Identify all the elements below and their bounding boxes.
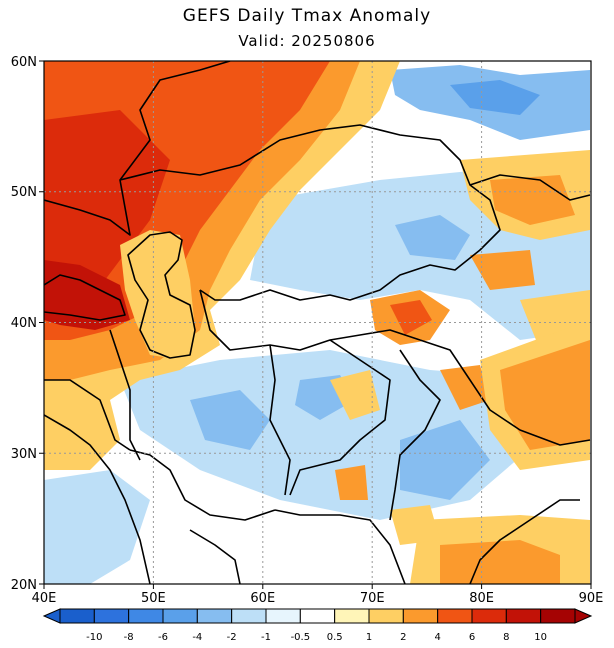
iraq-border [44,379,131,451]
map-title: GEFS Daily Tmax Anomaly [182,6,432,26]
colorbar-cell [505,608,542,624]
colorbar-label: 2 [400,632,406,643]
warm-anomaly-region [330,370,380,420]
lon-label: 80E [469,591,494,606]
pak-india-border [389,349,441,521]
colorbar-label: -8 [124,632,134,643]
mongolia-border [469,174,591,201]
cool-anomaly-region [190,390,270,450]
colorbar-label: -6 [158,632,168,643]
colorbar-cell [334,608,370,624]
lat-label: 60N [11,55,37,70]
cool-anomaly-region [450,80,540,115]
colorbar-label: 6 [469,632,475,643]
warm-anomaly-region [500,340,590,450]
colorbar-cell [540,608,576,624]
warm-anomaly-region [335,465,368,500]
warm-anomaly-region [390,300,432,335]
lat-label: 40N [11,316,37,331]
warm-anomaly-region [490,175,575,225]
iran-border [109,329,141,461]
warm-anomaly-region [44,260,130,330]
graticule [44,61,591,584]
colorbar: -10 -8 -6 -4 -2 -1 -0.5 0.5 1 2 4 6 8 10 [42,608,593,643]
colorbar-cell [471,608,507,624]
lat-label: 50N [11,185,37,200]
lon-labels: 40E 50E 60E 70E 80E 90E [32,591,604,606]
coastlines-borders [44,61,591,584]
colorbar-label: -10 [86,632,102,643]
caspian-coast [127,231,196,359]
russia-border [44,61,231,236]
lat-label: 20N [11,578,37,593]
red-sea-coast [44,414,151,584]
colorbar-label: 1 [366,632,372,643]
cool-anomaly-region [395,215,470,260]
colorbar-right-arrow [574,608,593,624]
colorbar-cell [231,608,267,624]
colorbar-cell [93,608,130,624]
india-east-coast [469,499,580,584]
colorbar-cell [299,608,336,624]
colorbar-cell [196,608,233,624]
colorbar-label: -2 [227,632,237,643]
colorbar-left-arrow [42,608,61,624]
iran-afghan-border [269,344,291,496]
lat-labels: 20N 30N 40N 50N 60N [11,55,37,593]
lon-label: 40E [32,591,57,606]
map-subtitle: Valid: 20250806 [238,32,376,50]
lon-label: 60E [250,591,275,606]
india-china-border [419,339,591,446]
colorbar-cell [437,608,473,624]
warm-anomaly-region [440,540,560,584]
colorbar-label: -4 [192,632,202,643]
axis-ticks [39,60,592,589]
colorbar-cell [402,608,439,624]
arabian-sea-coast [274,509,406,584]
colorbar-label: 8 [503,632,509,643]
colorbar-cell [162,608,198,624]
colorbar-cell [368,608,404,624]
colorbar-label: -0.5 [291,632,311,643]
lat-label: 30N [11,447,37,462]
colorbar-label: 10 [534,632,547,643]
colorbar-label: 4 [434,632,440,643]
cool-anomaly-region [400,420,490,500]
lon-label: 90E [579,591,604,606]
colorbar-cell [59,608,95,624]
central-asia-border [199,289,421,351]
warm-anomaly-region [390,505,440,545]
lon-label: 50E [141,591,166,606]
kazakhstan-border [119,124,501,301]
colorbar-label: -1 [261,632,271,643]
colorbar-cell [128,608,164,624]
afghan-pak-border [289,339,391,496]
lon-label: 70E [360,591,385,606]
colorbar-cell [265,608,301,624]
warm-anomaly-region [440,365,490,410]
arabia-coast [189,529,241,584]
warm-anomaly-region [470,250,535,290]
black-sea-coast [44,274,126,321]
colorbar-label: 0.5 [327,632,343,643]
persian-gulf-coast [129,449,276,521]
